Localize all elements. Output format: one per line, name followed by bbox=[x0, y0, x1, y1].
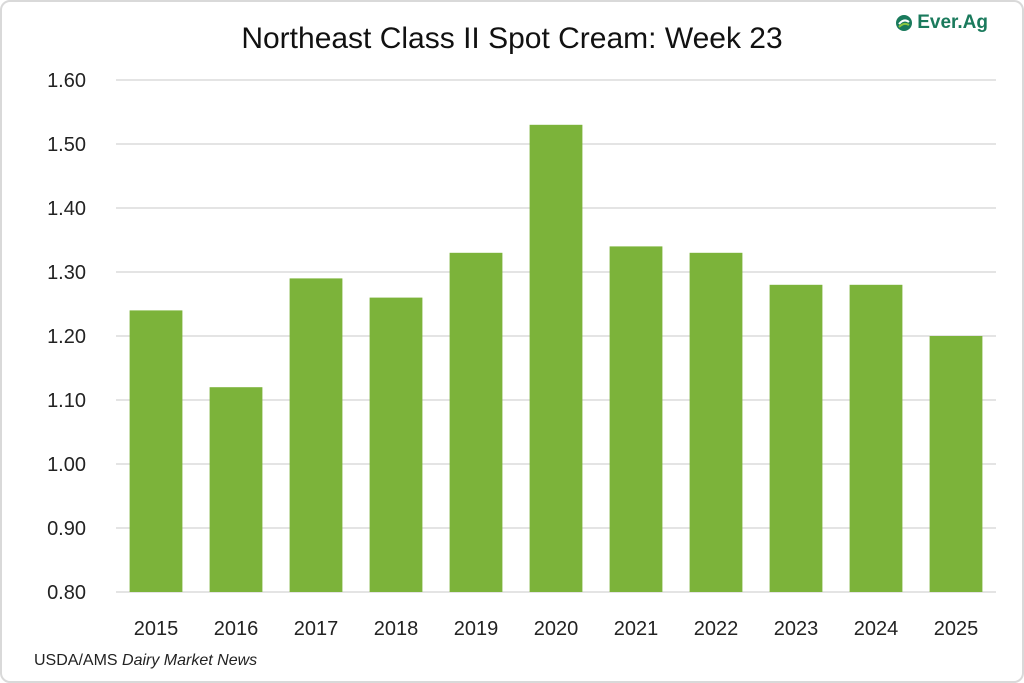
source-italic: Dairy Market News bbox=[122, 652, 258, 669]
bar-2021 bbox=[609, 246, 663, 592]
bar-2020 bbox=[529, 124, 583, 593]
source-note: USDA/AMS Dairy Market News bbox=[34, 652, 257, 670]
y-tick-label: 0.80 bbox=[47, 582, 86, 604]
bar-2016 bbox=[209, 387, 263, 592]
bar-2018 bbox=[369, 297, 423, 592]
y-tick-label: 1.40 bbox=[47, 198, 86, 220]
bar-2025 bbox=[929, 336, 983, 592]
bar-2023 bbox=[769, 284, 823, 592]
y-tick-label: 0.90 bbox=[47, 518, 86, 540]
x-tick-label: 2024 bbox=[854, 618, 899, 640]
logo-text: Ever.Ag bbox=[917, 12, 988, 33]
x-tick-label: 2019 bbox=[454, 618, 499, 640]
bar-2022 bbox=[689, 252, 743, 593]
bar-2024 bbox=[849, 284, 903, 592]
x-tick-label: 2025 bbox=[934, 618, 979, 640]
bar-2015 bbox=[129, 310, 183, 592]
ever-ag-leaf-icon bbox=[896, 15, 913, 31]
y-tick-label: 1.50 bbox=[47, 134, 86, 156]
x-tick-label: 2021 bbox=[614, 618, 659, 640]
x-tick-label: 2016 bbox=[214, 618, 259, 640]
x-tick-label: 2020 bbox=[534, 618, 579, 640]
y-tick-label: 1.30 bbox=[47, 262, 86, 284]
y-tick-label: 1.10 bbox=[47, 390, 86, 412]
x-tick-label: 2022 bbox=[694, 618, 739, 640]
ever-ag-logo: Ever.Ag bbox=[895, 12, 988, 34]
bar-2017 bbox=[289, 278, 343, 592]
y-tick-label: 1.60 bbox=[47, 70, 86, 92]
y-tick-label: 1.20 bbox=[47, 326, 86, 348]
x-tick-label: 2023 bbox=[774, 618, 819, 640]
y-tick-label: 1.00 bbox=[47, 454, 86, 476]
chart-title: Northeast Class II Spot Cream: Week 23 bbox=[241, 22, 783, 55]
x-tick-label: 2015 bbox=[134, 618, 179, 640]
source-prefix: USDA/AMS bbox=[34, 652, 123, 669]
x-tick-label: 2017 bbox=[294, 618, 339, 640]
bar-2019 bbox=[449, 252, 503, 593]
x-tick-label: 2018 bbox=[374, 618, 419, 640]
